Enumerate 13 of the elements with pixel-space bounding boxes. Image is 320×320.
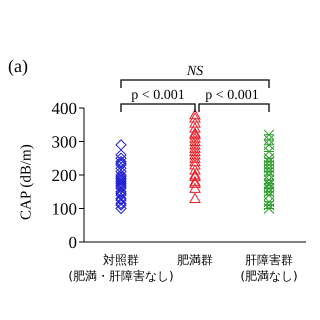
x-tick-label: 対照群 (肥満・肝障害なし) [68,253,174,283]
y-tick-label: 0 [68,233,77,252]
x-tick-label: 肝障害群 (肥満なし) [240,253,298,283]
text: p < 0.001 [131,88,185,103]
text: p < 0.001 [205,88,259,103]
x-tick-label: 肥満群 [177,253,213,267]
y-axis-title: CAP (dB/m) [18,144,34,220]
y-tick-label: 100 [52,200,77,219]
y-tick-label: 400 [52,99,77,118]
y-tick-label: 200 [52,166,77,186]
y-tick-label: 300 [52,132,77,152]
text: (a) [8,56,28,76]
text: NS [186,64,204,79]
